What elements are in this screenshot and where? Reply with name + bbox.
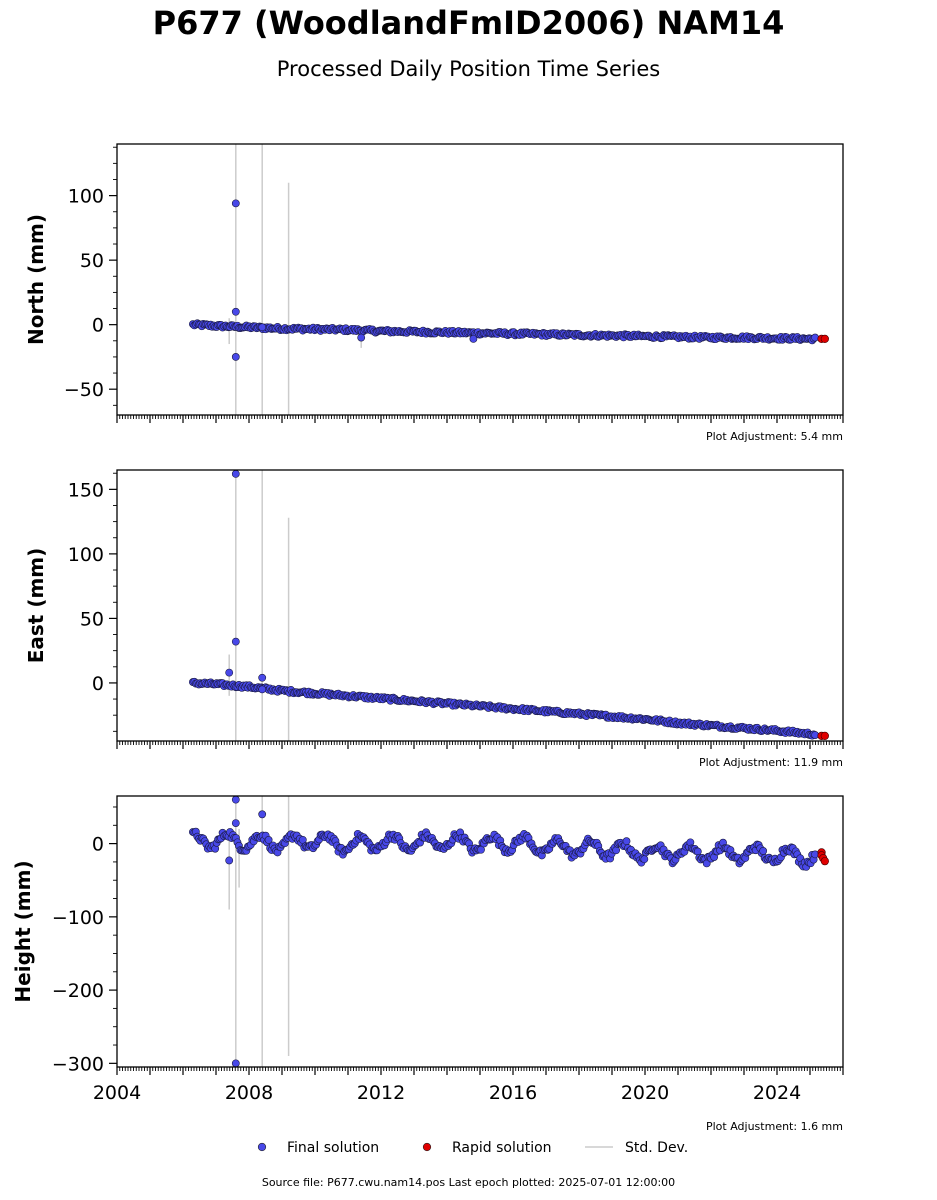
y-tick-label: 0	[92, 315, 104, 337]
final-solution-point	[640, 855, 649, 864]
final-solution-outlier	[231, 1059, 240, 1068]
y-tick-label: 100	[68, 544, 104, 566]
final-solution-point	[264, 836, 273, 844]
final-solution-point	[811, 333, 820, 342]
final-solution-point	[693, 847, 702, 856]
rapid-solution-point	[820, 334, 829, 343]
final-solution-outlier	[231, 819, 240, 827]
plot-frame	[116, 143, 844, 416]
final-solution-point	[298, 835, 307, 844]
final-solution-outlier	[231, 199, 240, 208]
final-solution-outlier	[258, 685, 267, 694]
y-tick-label: −100	[52, 907, 104, 929]
y-tick-label: 50	[80, 250, 104, 272]
final-solution-outlier	[258, 673, 267, 682]
plot-adjustment-label: Plot Adjustment: 1.6 mm	[706, 1120, 843, 1133]
final-solution-points	[188, 199, 820, 361]
final-solution-points	[188, 795, 820, 1068]
y-tick-label: −300	[52, 1053, 104, 1075]
y-tick-label: 0	[92, 834, 104, 856]
final-solution-outlier	[231, 795, 240, 804]
final-solution-outlier	[231, 353, 240, 361]
y-tick-label: −200	[52, 980, 104, 1002]
final-solution-outlier	[225, 856, 234, 865]
final-solution-outlier	[469, 334, 478, 343]
source-line: Source file: P677.cwu.nam14.pos Last epo…	[261, 1176, 676, 1189]
panel-2: 0 50 100 150 East (mm) Plot Adjustment: 11.9 …	[24, 469, 844, 769]
x-tick-label: 2016	[489, 1082, 537, 1104]
x-tick-label: 2012	[357, 1082, 405, 1104]
y-axis-label: East (mm)	[24, 548, 48, 664]
y-tick-label: 150	[68, 479, 104, 501]
x-tick-label: 2008	[225, 1082, 273, 1104]
final-solution-point	[612, 846, 621, 855]
x-tick-label: 2024	[753, 1082, 801, 1104]
final-solution-point	[759, 847, 768, 855]
final-solution-points	[188, 469, 820, 740]
page-subtitle: Processed Daily Position Time Series	[276, 57, 661, 81]
y-tick-label: 50	[80, 608, 104, 630]
legend-marker	[422, 1142, 432, 1152]
legend-item: Std. Dev.	[585, 1140, 688, 1156]
y-axis-label: Height (mm)	[11, 860, 35, 1002]
legend: Final solution Rapid solution Std. Dev.	[257, 1140, 688, 1156]
legend-label: Final solution	[287, 1140, 379, 1156]
panel-1: −50 0 50 100 North (mm) Plot Adjustment: 5.4 …	[24, 143, 844, 443]
final-solution-outlier	[258, 323, 267, 332]
rapid-solution-point	[820, 857, 829, 866]
x-tick-label: 2020	[621, 1082, 669, 1104]
y-tick-label: 0	[92, 673, 104, 695]
legend-label: Std. Dev.	[625, 1140, 688, 1156]
final-solution-outlier	[225, 668, 234, 677]
plot-adjustment-label: Plot Adjustment: 11.9 mm	[699, 756, 843, 769]
plot-adjustment-label: Plot Adjustment: 5.4 mm	[706, 430, 843, 443]
final-solution-outlier	[231, 637, 240, 646]
final-solution-outlier	[258, 810, 267, 819]
panel-3: −300 −200 −100 0 Height (mm) Plot Adjustment:…	[11, 795, 844, 1133]
legend-item: Rapid solution	[422, 1140, 552, 1156]
y-tick-label: −50	[64, 379, 104, 401]
final-solution-outlier	[231, 307, 240, 316]
final-solution-point	[622, 837, 631, 846]
legend-label: Rapid solution	[452, 1140, 552, 1156]
final-solution-outlier	[357, 333, 366, 342]
x-tick-label: 2004	[93, 1082, 141, 1104]
rapid-solution-point	[820, 731, 829, 740]
y-axis-label: North (mm)	[24, 214, 48, 345]
legend-marker	[257, 1142, 267, 1152]
legend-item: Final solution	[257, 1140, 379, 1156]
final-solution-outlier	[231, 469, 240, 478]
plot-frame	[116, 469, 844, 742]
page-title: P677 (WoodlandFmID2006) NAM14	[152, 4, 785, 42]
y-tick-label: 100	[68, 186, 104, 208]
